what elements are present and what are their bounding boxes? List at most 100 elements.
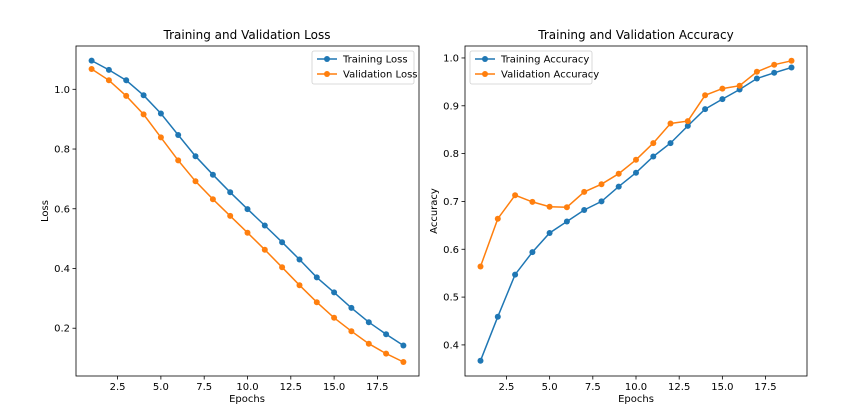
data-point-training-accuracy [753,75,760,82]
data-point-validation-accuracy [477,263,484,270]
accuracy-x-ticks: 2.5 5.0 7.5 10.0 12.5 15.0 17.5 [499,376,777,393]
data-point-training-accuracy [581,207,588,213]
accuracy-x-tick-label: 10.0 [625,382,647,393]
data-point-training-accuracy [650,153,657,160]
data-point-validation-loss [209,196,216,203]
legend-training-loss-marker [324,56,330,62]
data-point-validation-accuracy [512,192,519,199]
legend-validation-accuracy-label: Validation Accuracy [501,70,599,81]
data-point-validation-accuracy [667,120,674,127]
data-point-training-loss [192,153,199,160]
data-point-training-accuracy [512,271,519,278]
data-point-validation-accuracy [581,188,588,195]
data-point-validation-accuracy [736,82,743,89]
loss-x-ticks: 2.5 5.0 7.5 10.0 12.5 15.0 17.5 [110,376,389,393]
data-point-validation-loss [383,350,390,357]
data-point-validation-loss [279,264,286,271]
loss-y-tick-label: 0.2 [54,324,70,335]
accuracy-chart-panel: Training and Validation Accuracy 2.5 5.0 7… [429,28,808,405]
data-point-training-loss [157,110,164,117]
data-point-validation-loss [348,328,355,335]
data-point-training-accuracy [702,106,709,113]
data-point-training-loss [105,66,112,73]
data-point-validation-loss [365,340,372,347]
data-point-validation-loss [296,282,303,289]
data-point-training-accuracy [771,69,778,76]
data-point-training-loss [313,274,320,281]
accuracy-y-tick-label: 0.9 [443,101,459,112]
accuracy-x-tick-label: 2.5 [499,382,515,393]
data-point-training-accuracy [598,198,605,205]
data-point-training-loss [175,132,182,138]
data-point-validation-loss [105,77,112,84]
data-point-training-accuracy [719,96,726,103]
accuracy-y-tick-label: 0.5 [443,293,459,304]
loss-legend-box [311,50,415,85]
loss-y-tick-label: 0.8 [54,145,70,156]
data-point-validation-accuracy [650,140,657,147]
data-point-validation-loss [313,299,320,306]
data-point-validation-loss [157,134,164,141]
data-point-training-accuracy [529,249,536,256]
data-point-validation-accuracy [702,92,709,99]
data-point-training-accuracy [494,313,501,320]
data-point-training-loss [88,57,95,64]
data-point-validation-accuracy [615,170,622,177]
loss-chart-title: Training and Validation Loss [163,28,331,42]
data-point-validation-accuracy [719,85,726,92]
accuracy-y-axis-label: Accuracy [429,188,440,234]
data-point-training-accuracy [788,64,795,71]
loss-y-tick-label: 1.0 [54,85,70,96]
loss-y-ticks: 0.2 0.4 0.6 0.8 1.0 [54,85,76,335]
legend-training-loss-label: Training Loss [342,55,408,66]
accuracy-y-tick-label: 1.0 [443,53,459,64]
accuracy-legend: Training Accuracy Validation Accuracy [469,50,599,85]
accuracy-y-tick-label: 0.6 [443,245,459,256]
data-point-training-accuracy [684,122,691,129]
accuracy-y-ticks: 0.4 0.5 0.6 0.7 0.8 0.9 1.0 [443,53,465,351]
data-point-validation-loss [331,314,338,321]
data-point-validation-loss [140,111,147,118]
data-point-validation-loss [261,246,268,253]
data-point-validation-loss [123,92,130,99]
legend-training-accuracy-label: Training Accuracy [500,55,589,66]
data-point-training-accuracy [633,169,639,176]
loss-y-tick-label: 0.4 [54,264,70,275]
loss-x-tick-label: 7.5 [196,382,212,393]
data-point-training-loss [140,92,147,99]
accuracy-x-tick-label: 5.0 [542,382,558,393]
data-point-training-loss [123,77,130,84]
data-point-validation-accuracy [771,61,778,68]
data-point-training-loss [383,331,390,338]
data-point-training-loss [209,171,216,178]
data-point-training-accuracy [615,183,622,190]
data-point-validation-accuracy [753,68,760,75]
data-point-validation-loss [175,157,182,164]
data-point-validation-loss [88,66,95,72]
loss-x-tick-label: 10.0 [236,382,258,393]
accuracy-y-tick-label: 0.4 [443,340,459,351]
data-point-training-loss [365,319,372,326]
data-point-training-accuracy [477,357,484,364]
data-point-training-loss [331,289,338,296]
data-point-validation-accuracy [598,181,605,188]
loss-x-tick-label: 15.0 [323,382,345,393]
data-point-training-accuracy [563,218,570,225]
loss-series-layer [88,57,407,365]
data-point-training-loss [279,239,286,246]
loss-x-tick-label: 17.5 [366,382,388,393]
accuracy-y-tick-label: 0.8 [443,149,459,160]
data-point-validation-accuracy [633,156,639,163]
data-point-validation-loss [400,359,407,365]
data-point-training-accuracy [546,230,553,236]
loss-y-tick-label: 0.6 [54,204,70,215]
accuracy-chart-title: Training and Validation Accuracy [537,28,733,42]
data-point-validation-accuracy [546,203,553,210]
accuracy-legend-box [469,50,593,85]
data-point-training-loss [261,222,268,229]
data-point-training-loss [296,256,303,263]
data-point-validation-loss [244,229,251,236]
data-point-validation-accuracy [563,204,570,211]
loss-y-axis-label: Loss [40,200,51,222]
